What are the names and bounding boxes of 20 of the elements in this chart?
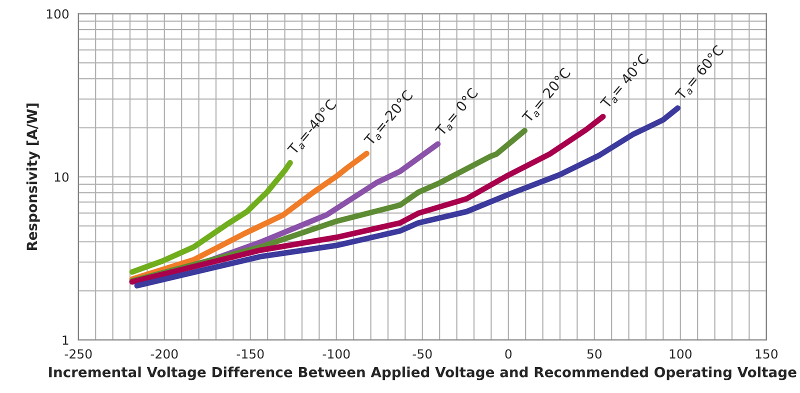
x-tick-label: 150 xyxy=(756,349,778,359)
x-tick-label: -100 xyxy=(322,349,350,359)
y-axis-title: Responsivity [A/W] xyxy=(26,104,40,250)
x-tick-label: 0 xyxy=(505,349,512,359)
x-tick-label: -50 xyxy=(412,349,432,359)
x-tick-label: -200 xyxy=(150,349,178,359)
x-axis-title: Incremental Voltage Difference Between Applied Voltage and Recommended Operating Voltage xyxy=(49,366,796,380)
x-tick-label: 50 xyxy=(587,349,602,359)
text: T$_{a}$= 40°C xyxy=(600,53,652,111)
text: T$_{a}$=-40°C xyxy=(286,98,339,157)
text: T$_{a}$= 20°C xyxy=(521,67,573,125)
text: T$_{a}$=-20°C xyxy=(363,89,416,148)
y-tick-label: 10 xyxy=(54,172,69,182)
x-tick-label: -150 xyxy=(236,349,264,359)
y-tick-label: 100 xyxy=(46,9,69,19)
x-tick-label: 100 xyxy=(670,349,692,359)
y-tick-label: 1 xyxy=(62,336,68,345)
text: T$_{a}$= 60°C xyxy=(674,44,726,102)
text: T$_{a}$= 0°C xyxy=(434,87,480,138)
x-tick-label: -250 xyxy=(64,349,92,359)
